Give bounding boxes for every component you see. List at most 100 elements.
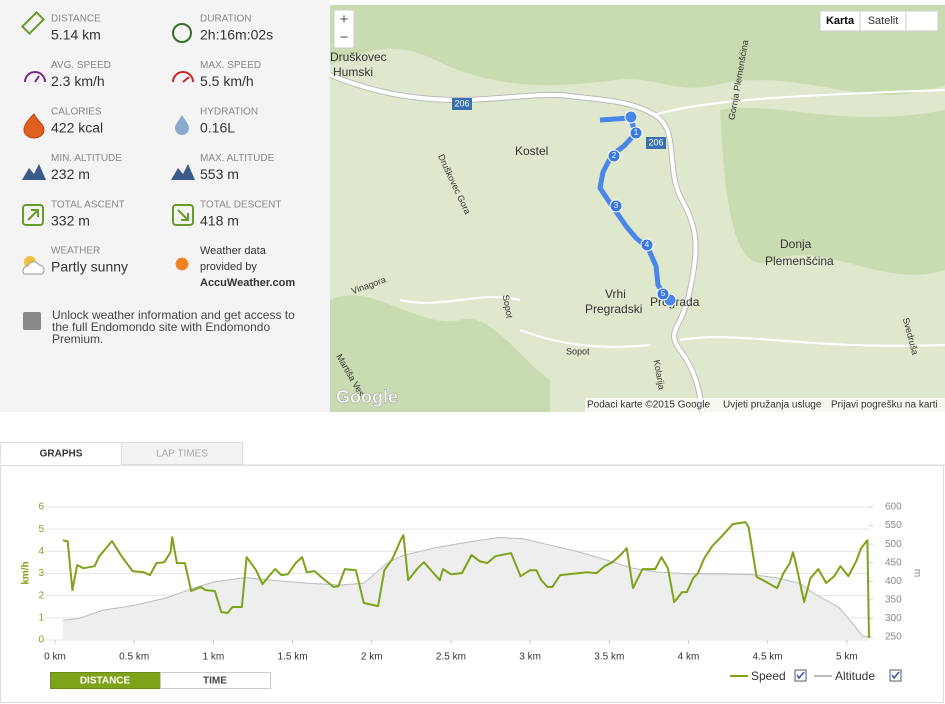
stat-label: DURATION (200, 14, 251, 25)
button-label[interactable]: DISTANCE (80, 676, 131, 687)
tab-label[interactable]: GRAPHS (40, 449, 83, 460)
map-label: Plemenšćina (765, 254, 834, 268)
legend-label: Speed (751, 669, 786, 683)
route-marker (640, 238, 654, 252)
route-start (624, 110, 638, 124)
stat-label: WEATHER (51, 246, 100, 257)
map-type[interactable]: Karta (826, 15, 855, 27)
x-tick-label: 1.5 km (278, 652, 308, 663)
stat-label: HYDRATION (200, 107, 258, 118)
map (328, 5, 945, 413)
road-number: 206 (454, 98, 469, 108)
map-footer[interactable]: Prijavi pogrešku na karti (831, 400, 938, 411)
y2-tick-label: 450 (885, 557, 902, 568)
stat-value: 422 kcal (51, 120, 103, 136)
route-marker-label: 2 (612, 151, 617, 160)
stat-label: MIN. ALTITUDE (51, 153, 122, 164)
y-tick-label: 1 (38, 612, 44, 623)
stat-value: 418 m (200, 213, 239, 229)
x-tick-label: 2 km (361, 652, 383, 663)
y2-tick-label: 250 (885, 632, 902, 643)
y-tick-label: 5 (38, 524, 44, 535)
stat-value: 2h:16m:02s (200, 27, 273, 43)
stat-label: MAX. ALTITUDE (200, 153, 275, 164)
icon-cloud (22, 261, 45, 275)
icon-max-altitude (171, 164, 195, 180)
map-type[interactable]: Satelit (868, 15, 899, 27)
x-tick-label: 4.5 km (753, 652, 783, 663)
map-label: Donja (780, 237, 812, 251)
route-marker-label: 1 (634, 128, 639, 137)
button-label[interactable]: TIME (203, 676, 227, 687)
x-tick-label: 0.5 km (119, 652, 149, 663)
map-footer: Podaci karte ©2015 Google (587, 400, 710, 411)
icon-max-speed (172, 71, 194, 83)
stat-value: Partly sunny (51, 259, 128, 275)
route-marker-label: 5 (661, 289, 666, 298)
zoom-in[interactable]: + (340, 11, 349, 28)
zoom-out[interactable]: − (340, 29, 349, 46)
area (62, 537, 870, 640)
icon-duration (172, 23, 192, 43)
map-label: Vrhi (605, 287, 626, 301)
x-tick-label: 4 km (678, 652, 700, 663)
y-tick-label: 0 (38, 635, 44, 646)
y-axis-label: km/h (21, 561, 32, 584)
chart-panel (0, 465, 944, 703)
line (62, 521, 870, 639)
x-tick-label: 5 km (836, 652, 858, 663)
icon-avg-speed (24, 71, 46, 83)
y2-tick-label: 550 (885, 520, 902, 531)
checkmark (891, 671, 900, 680)
map-forest (330, 5, 945, 95)
y-tick-label: 6 (38, 502, 44, 513)
stat-value: 553 m (200, 166, 239, 182)
tab-label[interactable]: LAP TIMES (156, 449, 208, 460)
x-tick-label: 3.5 km (594, 652, 624, 663)
stat-label: MAX. SPEED (200, 60, 261, 71)
checkmark (796, 671, 805, 680)
stat-value: 5.5 km/h (200, 73, 254, 89)
map-logo: Google (336, 387, 398, 407)
map-label: Sopot (566, 346, 590, 356)
route-marker (609, 199, 623, 213)
icon-accuweather (175, 257, 189, 271)
map-minor-road (399, 89, 945, 348)
map-forest (330, 295, 550, 412)
tab-lap-times[interactable] (121, 442, 243, 465)
icon-premium (23, 312, 41, 330)
y-tick-label: 3 (38, 568, 44, 579)
stat-value: 0.16L (200, 120, 235, 136)
premium-note: the full Endomondo site with Endomondo (52, 320, 270, 334)
x-tick-label: 2.5 km (436, 652, 466, 663)
route-marker (629, 126, 643, 140)
stat-label: AVG. SPEED (51, 60, 111, 71)
y2-tick-label: 500 (885, 539, 902, 550)
fullscreen-control[interactable] (905, 10, 939, 32)
weather-note: AccuWeather.com (200, 277, 295, 289)
line (62, 537, 870, 638)
icon-descent-arrow (177, 209, 189, 221)
route-marker (656, 287, 670, 301)
route-marker-label: 3 (614, 201, 619, 210)
y2-tick-label: 300 (885, 613, 902, 624)
map-label: Druškovec (330, 50, 387, 64)
y-tick-label: 2 (38, 590, 44, 601)
stat-value: 2.3 km/h (51, 73, 105, 89)
stat-label: CALORIES (51, 107, 102, 118)
button-time[interactable] (160, 672, 271, 689)
route-marker (607, 149, 621, 163)
y2-tick-label: 600 (885, 502, 902, 513)
map-forest (720, 107, 945, 275)
premium-note: Premium. (52, 332, 103, 346)
road-sign (646, 137, 666, 149)
zoom-control[interactable] (333, 9, 355, 49)
y2-tick-label: 350 (885, 595, 902, 606)
map-footer[interactable]: Uvjeti pružanja usluge (723, 400, 822, 411)
icon-ascent-arrow (27, 209, 39, 221)
icon-min-altitude (22, 164, 46, 180)
weather-note: Weather data (200, 245, 267, 257)
stat-label: TOTAL ASCENT (51, 200, 125, 211)
icon-distance (20, 10, 46, 36)
